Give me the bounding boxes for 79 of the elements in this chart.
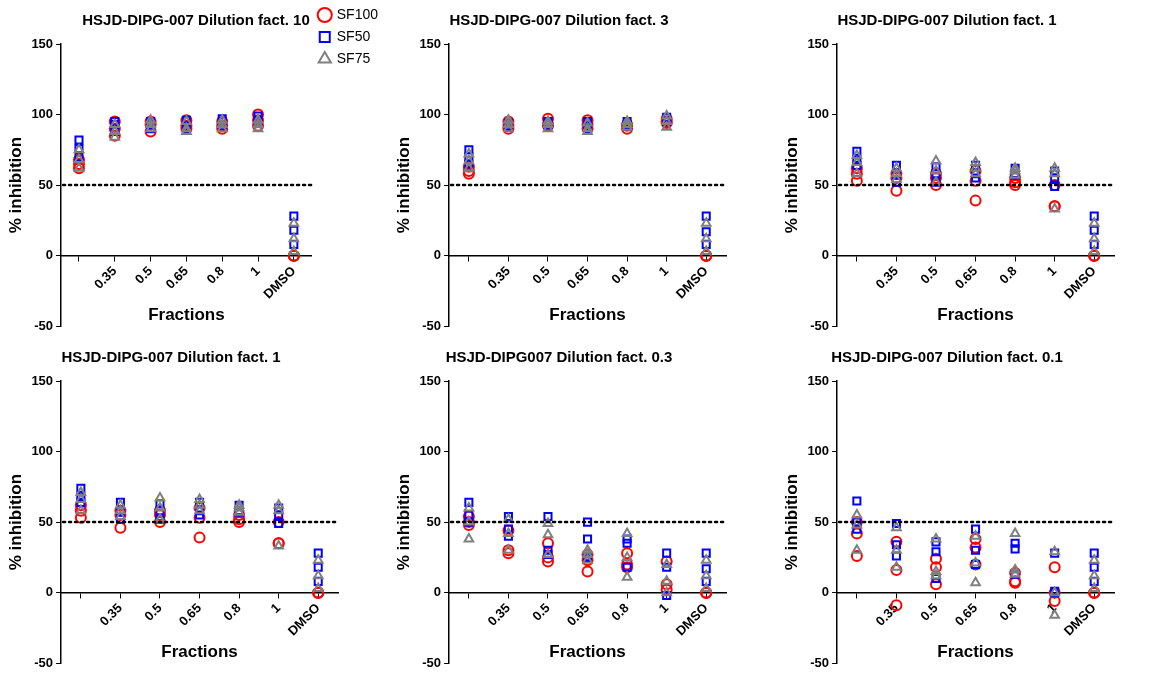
- y-tick-label: 100: [419, 443, 442, 459]
- y-tick-label: 100: [419, 106, 442, 122]
- y-tick-label: -50: [810, 654, 830, 670]
- x-tick-label: 0.8: [996, 263, 1020, 287]
- y-tick-label: -50: [422, 654, 442, 670]
- y-tick-label: 150: [31, 35, 54, 51]
- y-tick-label: 50: [426, 176, 442, 192]
- x-axis-title: Fractions: [161, 642, 238, 662]
- y-tick-label: 0: [45, 584, 54, 600]
- y-tick-label: 50: [426, 513, 442, 529]
- legend-label: SF75: [336, 49, 371, 66]
- y-tick-label: 50: [38, 176, 54, 192]
- y-tick-label: 50: [814, 176, 830, 192]
- x-tick-label: 0.5: [917, 263, 941, 287]
- x-tick-label: 0.65: [951, 600, 981, 629]
- y-tick-label: 50: [38, 513, 54, 529]
- x-tick-label: 0.5: [529, 600, 553, 624]
- x-tick-label: 1: [655, 600, 672, 616]
- y-tick-label: 100: [807, 443, 830, 459]
- x-tick-label: 0.35: [484, 263, 514, 292]
- x-tick-label: 0.65: [563, 263, 593, 292]
- y-axis-title: % inhibition: [781, 136, 801, 234]
- x-axis-title: Fractions: [937, 305, 1014, 325]
- x-tick-label: 0.35: [484, 600, 514, 629]
- x-tick-label: 0.8: [996, 600, 1020, 624]
- y-tick-label: -50: [34, 317, 54, 333]
- x-tick-label: 0.35: [96, 600, 126, 629]
- x-tick-label: 1: [655, 263, 672, 279]
- y-tick-label: 150: [419, 35, 442, 51]
- y-tick-label: 0: [433, 584, 442, 600]
- chart-title: HSJD-DIPG-007 Dilution fact. 1: [837, 11, 1057, 29]
- x-axis-title: Fractions: [549, 305, 626, 325]
- x-tick-label: 0.5: [141, 600, 165, 624]
- y-axis-title: % inhibition: [5, 473, 25, 571]
- y-tick-label: 150: [807, 372, 830, 388]
- y-tick-label: 150: [807, 35, 830, 51]
- y-tick-label: 100: [807, 106, 830, 122]
- chart-title: HSJD-DIPG-007 Dilution fact. 0.1: [831, 348, 1063, 366]
- y-tick-label: 150: [31, 372, 54, 388]
- x-tick-label: 0.8: [220, 600, 244, 624]
- x-tick-label: 0.35: [872, 263, 902, 292]
- chart-title: HSJD-DIPG-007 Dilution fact. 1: [61, 348, 281, 366]
- x-tick-label: 0.5: [131, 263, 156, 287]
- y-tick-label: 0: [433, 247, 442, 263]
- x-tick-label: 0.65: [951, 263, 981, 292]
- chart-title: HSJD-DIPG-007 Dilution fact. 10: [82, 11, 310, 29]
- x-axis-title: Fractions: [148, 305, 225, 325]
- x-tick-label: 0.65: [563, 600, 593, 629]
- y-tick-label: 100: [31, 443, 54, 459]
- y-axis-title: % inhibition: [393, 136, 413, 234]
- x-tick-label: 0.65: [175, 600, 205, 629]
- legend-label: SF50: [336, 27, 371, 44]
- y-tick-label: 100: [31, 106, 54, 122]
- legend-label: SF100: [336, 5, 379, 22]
- chart-title: HSJD-DIPG-007 Dilution fact. 3: [449, 11, 669, 29]
- y-axis-title: % inhibition: [393, 473, 413, 571]
- chart-title: HSJD-DIPG007 Dilution fact. 0.3: [445, 348, 673, 366]
- y-tick-label: 0: [821, 247, 830, 263]
- y-tick-label: 0: [821, 584, 830, 600]
- y-tick-label: 150: [419, 372, 442, 388]
- y-tick-label: -50: [810, 317, 830, 333]
- y-tick-label: 0: [45, 247, 54, 263]
- x-tick-label: 1: [1043, 263, 1060, 279]
- y-axis-title: % inhibition: [5, 136, 25, 234]
- x-tick-label: 0.35: [90, 263, 120, 292]
- x-tick-label: 1: [267, 600, 284, 616]
- x-tick-label: 0.5: [529, 263, 553, 287]
- x-tick-label: 0.8: [203, 263, 227, 287]
- x-axis-title: Fractions: [549, 642, 626, 662]
- x-tick-label: 1: [246, 263, 263, 279]
- y-tick-label: 50: [814, 513, 830, 529]
- y-tick-label: -50: [422, 317, 442, 333]
- x-tick-label: 0.8: [608, 263, 632, 287]
- x-tick-label: 0.65: [162, 263, 192, 292]
- y-tick-label: -50: [34, 654, 54, 670]
- x-tick-label: 0.8: [608, 600, 632, 624]
- x-tick-label: 0.5: [917, 600, 941, 624]
- y-axis-title: % inhibition: [781, 473, 801, 571]
- x-axis-title: Fractions: [937, 642, 1014, 662]
